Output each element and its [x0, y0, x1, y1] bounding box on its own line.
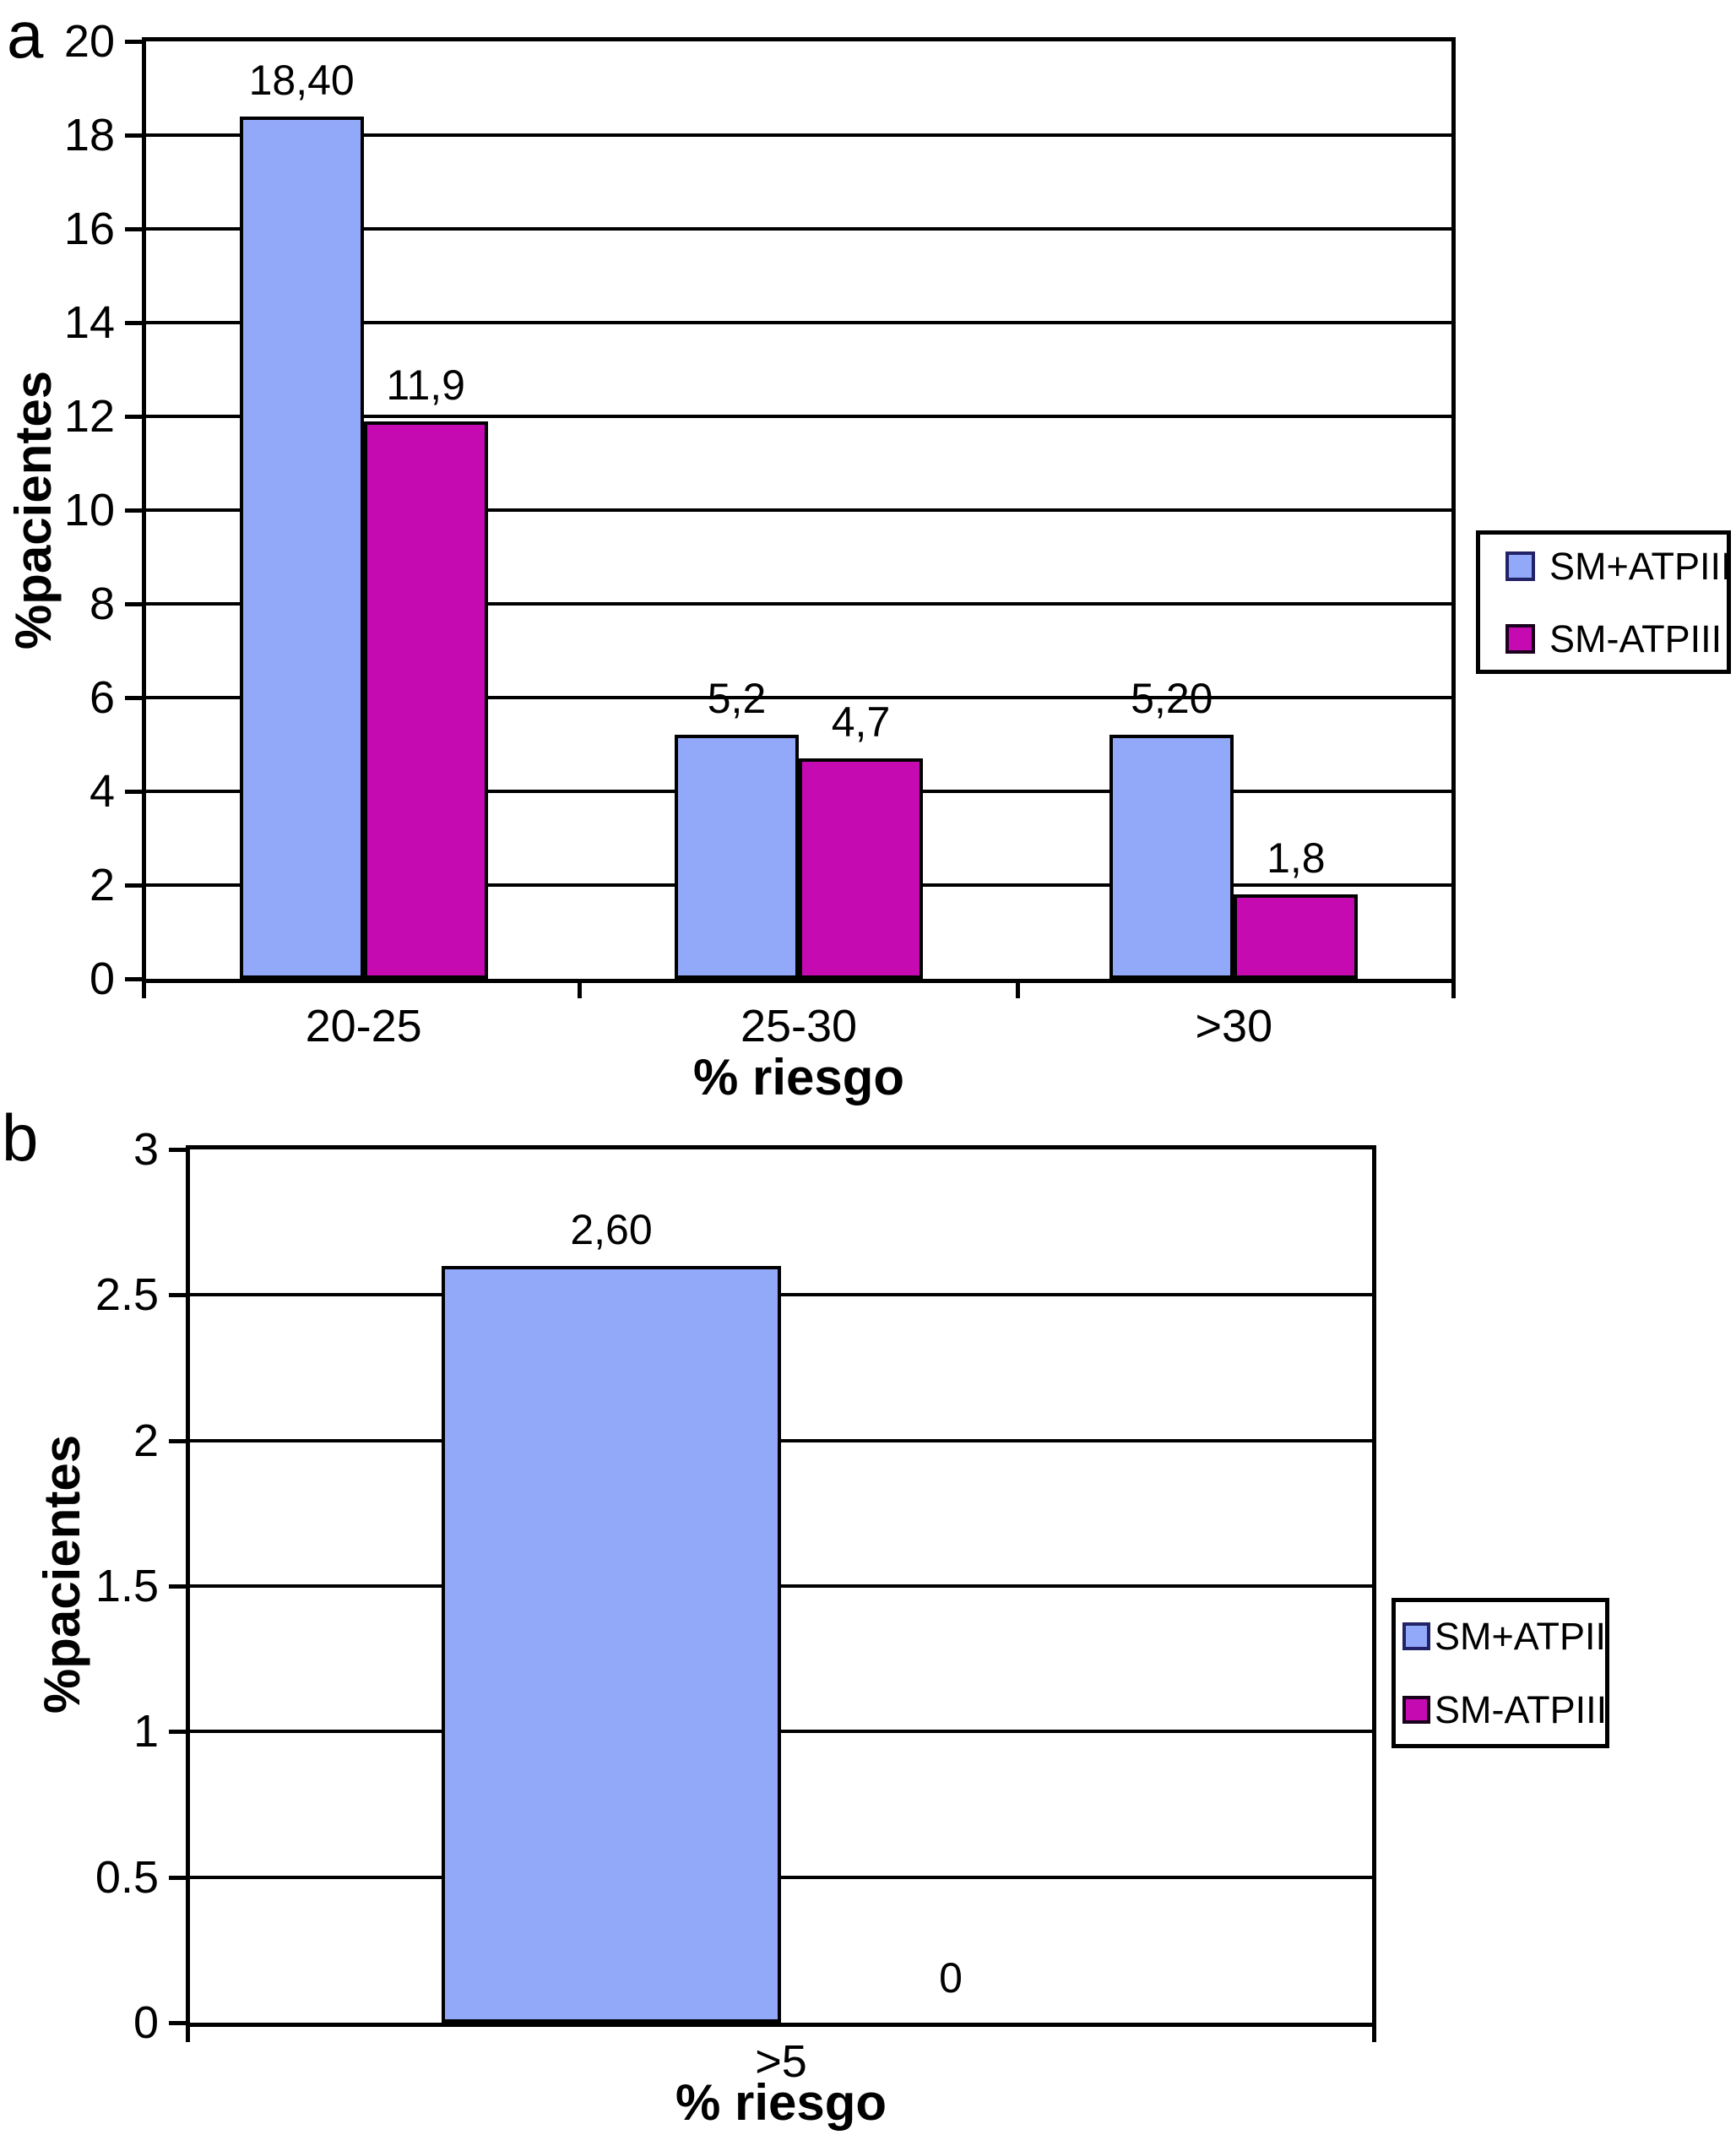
y-tick-mark: [169, 2021, 186, 2025]
y-tick-label: 8: [89, 579, 115, 629]
y-tick-label: 3: [133, 1124, 159, 1175]
plot-area-a: 18,40 11,9 5,2 4,7 5,20 1,8: [142, 37, 1456, 983]
gridline: [146, 415, 1451, 418]
y-tick-mark: [125, 696, 142, 700]
y-tick-label: 2: [133, 1415, 159, 1466]
gridline: [190, 1875, 1372, 1879]
legend-color-swatch: [1402, 1622, 1430, 1650]
y-tick-label: 16: [63, 204, 115, 254]
bar-value-label: 18,40: [248, 56, 355, 104]
gridline: [146, 227, 1451, 231]
gridline: [190, 1293, 1372, 1297]
panel-label-a: a: [7, 0, 44, 72]
y-tick-mark: [125, 133, 142, 138]
x-tick-label: 20-25: [305, 1001, 422, 1051]
legend-entry-label: SM+ATPII: [1435, 1615, 1606, 1658]
y-tick-label: 10: [63, 485, 115, 535]
y-tick-label: 12: [63, 391, 115, 442]
gridline: [146, 133, 1451, 137]
legend-color-swatch: [1505, 551, 1535, 581]
x-tick-mark: [1372, 2027, 1376, 2042]
legend-entry: SM-ATPIII: [1505, 620, 1727, 658]
y-tick-mark: [125, 883, 142, 888]
y-tick-mark: [125, 227, 142, 231]
legend-entry: SM+ATPII: [1402, 1615, 1606, 1658]
x-tick-mark: [142, 983, 146, 998]
y-tick-label: 1.5: [95, 1561, 159, 1611]
x-tick-mark: [1015, 983, 1020, 998]
x-axis-title-a: % riesgo: [692, 1049, 905, 1106]
y-tick-label: 18: [63, 110, 115, 160]
legend-color-swatch: [1505, 623, 1535, 654]
bar-value-label: 5,20: [1131, 675, 1213, 723]
bar-sm-atpiii: [363, 421, 488, 979]
x-tick-label: 25-30: [740, 1001, 858, 1051]
y-tick-mark: [125, 977, 142, 981]
gridline: [146, 696, 1451, 699]
y-tick-mark: [169, 1438, 186, 1443]
bar-sm-atpiii: [239, 116, 364, 979]
bar-value-label: 4,7: [831, 698, 891, 747]
y-tick-mark: [125, 40, 142, 44]
gridline: [190, 1584, 1372, 1588]
plot-area-b: 2,60 0: [186, 1145, 1376, 2027]
y-tick-mark: [169, 1730, 186, 1735]
legend-entry-label: SM-ATPIII: [1549, 617, 1722, 660]
y-tick-label: 14: [63, 297, 115, 348]
gridline: [190, 1730, 1372, 1734]
gridline: [146, 321, 1451, 324]
x-axis-title-b: % riesgo: [675, 2074, 887, 2131]
y-tick-label: 0: [133, 1997, 159, 2048]
legend-a: SM+ATPIII SM-ATPIII: [1476, 530, 1731, 674]
panel-label-b: b: [2, 1100, 39, 1175]
y-tick-mark: [125, 790, 142, 794]
bar-value-label: 2,60: [570, 1205, 653, 1253]
x-tick-mark: [186, 2027, 190, 2042]
y-tick-label: 20: [63, 16, 115, 67]
legend-b: SM+ATPII SM-ATPIII: [1392, 1598, 1609, 1748]
bar-sm-atpiii: [799, 758, 923, 979]
bar-sm-atpiii: [675, 735, 799, 979]
gridline: [146, 508, 1451, 512]
y-tick-mark: [125, 415, 142, 419]
y-tick-label: 2: [89, 860, 115, 910]
bar-sm-atpiii: [1109, 735, 1234, 979]
x-tick-mark: [578, 983, 583, 998]
y-tick-mark: [169, 1875, 186, 1880]
y-tick-mark: [169, 1148, 186, 1152]
legend-entry: SM-ATPIII: [1402, 1688, 1608, 1731]
legend-color-swatch: [1402, 1696, 1430, 1724]
bar-value-label: 5,2: [707, 675, 767, 723]
bar-value-label: 0: [939, 1954, 963, 2002]
y-tick-mark: [169, 1293, 186, 1298]
y-tick-label: 0.5: [95, 1851, 159, 1903]
gridline: [146, 602, 1451, 606]
x-tick-label: >30: [1195, 1001, 1273, 1051]
x-tick-mark: [1451, 983, 1456, 998]
bar-value-label: 11,9: [386, 361, 465, 409]
legend-entry: SM+ATPIII: [1505, 547, 1731, 585]
y-tick-mark: [125, 508, 142, 513]
gridline: [190, 1438, 1372, 1442]
y-tick-label: 4: [89, 766, 115, 817]
y-tick-mark: [125, 321, 142, 325]
bar-sm-atpiii: [1234, 894, 1359, 979]
y-tick-label: 1: [133, 1706, 159, 1757]
bar-sm-atpii: [442, 1265, 781, 2023]
y-tick-mark: [169, 1584, 186, 1589]
y-tick-label: 6: [89, 672, 115, 723]
y-tick-label: 2.5: [95, 1269, 159, 1321]
legend-entry-label: SM+ATPIII: [1549, 544, 1732, 588]
x-tick-label: >5: [755, 2036, 807, 2087]
y-tick-label: 0: [89, 953, 115, 1004]
bar-value-label: 1,8: [1267, 834, 1326, 883]
legend-entry-label: SM-ATPIII: [1435, 1688, 1608, 1731]
y-tick-mark: [125, 602, 142, 606]
